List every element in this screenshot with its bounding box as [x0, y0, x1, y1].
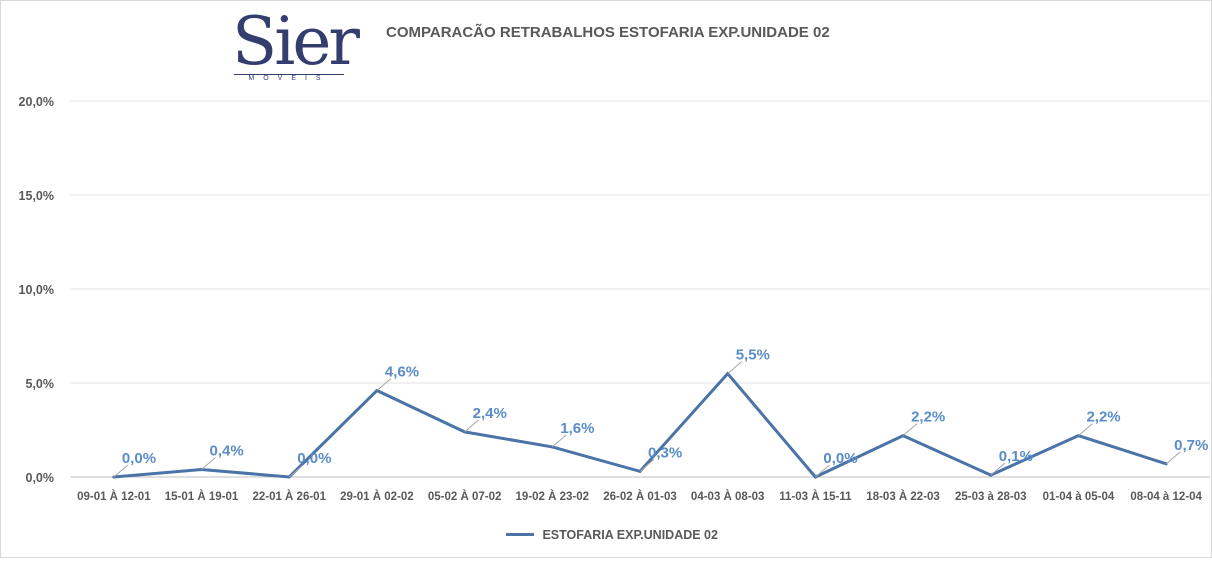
x-tick-label: 25-03 à 28-03 — [955, 491, 1027, 503]
leader-line — [902, 423, 918, 437]
data-label: 2,2% — [911, 409, 945, 426]
leader-line — [376, 378, 392, 391]
logo-wordmark: Sier — [232, 3, 360, 80]
y-tick-label: 10,0% — [19, 283, 54, 297]
data-label: 0,3% — [648, 444, 682, 461]
x-tick-label: 04-03 À 08-03 — [691, 490, 765, 503]
data-label: 1,6% — [560, 420, 594, 437]
leader-line — [639, 458, 655, 472]
data-label: 5,5% — [736, 347, 770, 364]
legend-label: ESTOFARIA EXP.UNIDADE 02 — [542, 527, 718, 542]
leader-line — [288, 464, 304, 478]
leader-line — [727, 361, 743, 374]
leader-line — [990, 462, 1006, 476]
logo-subtitle: MOVEIS — [248, 75, 330, 82]
x-tick-label: 05-02 À 07-02 — [428, 490, 502, 503]
x-tick-label: 26-02 À 01-03 — [603, 490, 677, 503]
y-tick-label: 0,0% — [26, 471, 55, 485]
x-tick-label: 18-03 À 22-03 — [866, 490, 940, 503]
data-label: 0,0% — [122, 450, 156, 467]
data-label: 0,4% — [210, 442, 244, 459]
leader-line — [113, 464, 129, 478]
y-tick-label: 5,0% — [26, 377, 55, 391]
y-tick-label: 15,0% — [19, 189, 54, 203]
data-label: 2,4% — [473, 405, 507, 422]
data-label: 0,1% — [999, 448, 1033, 465]
leader-line — [551, 434, 567, 448]
chart-title: COMPARACÃO RETRABALHOS ESTOFARIA EXP.UNI… — [386, 24, 830, 41]
logo-rule — [234, 74, 344, 75]
data-label: 4,6% — [385, 364, 419, 381]
y-tick-label: 20,0% — [19, 95, 54, 109]
leader-line — [201, 457, 216, 470]
x-tick-label: 11-03 À 15-11 — [779, 490, 852, 503]
x-tick-label: 19-02 À 23-02 — [516, 490, 590, 503]
data-label: 0,0% — [823, 450, 857, 467]
x-tick-label: 09-01 À 12-01 — [77, 490, 151, 503]
leader-line — [1165, 451, 1181, 465]
x-tick-label: 01-04 à 05-04 — [1043, 491, 1115, 503]
sier-logo: Sier MOVEIS — [232, 3, 360, 86]
x-tick-label: 15-01 À 19-01 — [165, 490, 239, 503]
legend-swatch — [506, 533, 534, 537]
leader-line — [815, 464, 830, 478]
leader-line — [464, 419, 479, 433]
leader-line — [1078, 423, 1093, 437]
data-label: 0,0% — [297, 450, 331, 467]
x-tick-label: 29-01 À 02-02 — [340, 490, 414, 503]
chart-legend: ESTOFARIA EXP.UNIDADE 02 — [506, 526, 718, 544]
x-tick-label: 22-01 À 26-01 — [252, 490, 326, 503]
data-label: 0,7% — [1174, 437, 1208, 454]
x-tick-label: 08-04 à 12-04 — [1130, 491, 1202, 503]
data-label: 2,2% — [1086, 409, 1120, 426]
